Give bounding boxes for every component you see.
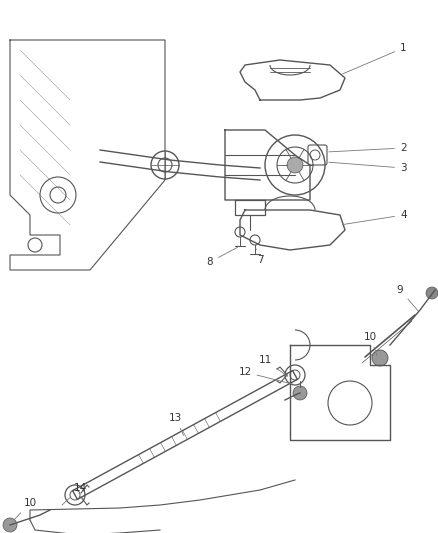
- Circle shape: [372, 350, 388, 366]
- Text: 10: 10: [14, 498, 36, 520]
- Text: 12: 12: [238, 367, 293, 384]
- Text: 10: 10: [364, 332, 377, 356]
- Circle shape: [293, 386, 307, 400]
- Text: 1: 1: [343, 43, 406, 74]
- Text: 14: 14: [62, 483, 87, 505]
- Circle shape: [287, 157, 303, 173]
- Text: 9: 9: [397, 285, 418, 311]
- Text: 7: 7: [256, 248, 263, 265]
- Circle shape: [426, 287, 438, 299]
- Text: 3: 3: [329, 162, 406, 173]
- Text: 8: 8: [207, 247, 237, 267]
- Text: 2: 2: [329, 143, 406, 153]
- Text: 13: 13: [168, 413, 184, 435]
- Text: 4: 4: [343, 210, 406, 224]
- Text: 11: 11: [258, 355, 288, 376]
- Circle shape: [3, 518, 17, 532]
